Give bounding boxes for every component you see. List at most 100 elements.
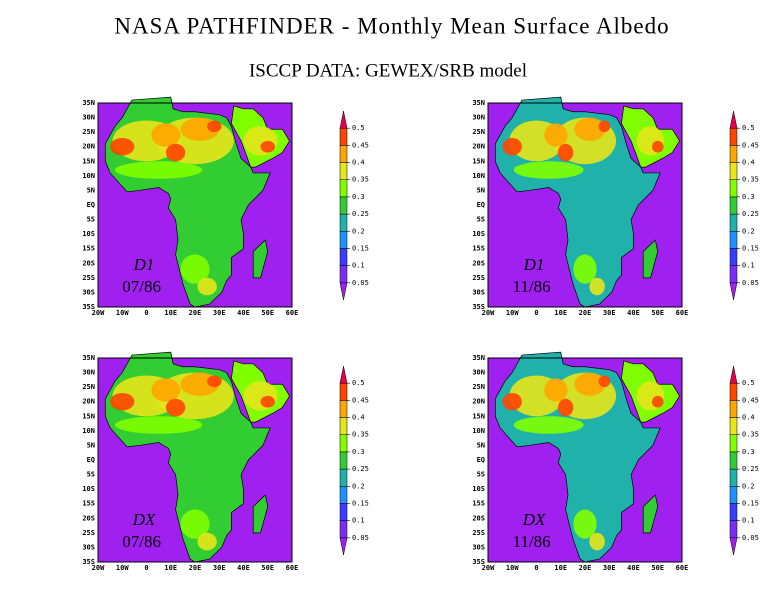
lat-label: 35N [472, 99, 485, 107]
lon-label: 20W [482, 309, 495, 317]
lon-label: 20E [579, 309, 592, 317]
albedo-region [557, 398, 574, 417]
lat-label: 35N [472, 354, 485, 362]
colorbar-segment [339, 231, 348, 249]
albedo-region [180, 254, 210, 284]
colorbar-label: 0.2 [742, 227, 755, 235]
lat-label: 5S [87, 471, 95, 479]
colorbar-segment [339, 248, 348, 266]
lon-label: 10E [164, 309, 177, 317]
colorbar-segment [729, 265, 738, 284]
colorbar-segment [339, 382, 348, 401]
lat-label: 10S [82, 485, 95, 493]
dataset-label: D1 [523, 255, 545, 274]
lat-label: 25S [472, 529, 485, 537]
lat-label: 35S [82, 303, 95, 311]
lat-label: 25N [472, 128, 485, 136]
albedo-region [207, 375, 222, 388]
lat-label: 20S [82, 259, 95, 267]
map-frame [487, 102, 683, 308]
date-label: 11/86 [513, 532, 551, 551]
colorbar-segment [339, 145, 348, 163]
colorbar-label: 0.05 [352, 534, 369, 542]
lon-label: 20E [189, 564, 202, 572]
lat-label: 15N [82, 412, 95, 420]
colorbar-label: 0.05 [352, 279, 369, 287]
lat-label: 5N [87, 441, 95, 449]
lat-label: 15N [472, 157, 485, 165]
lat-label: 10S [82, 230, 95, 238]
colorbar-end [339, 537, 348, 556]
lon-label: 10E [164, 564, 177, 572]
lat-label: 25S [472, 274, 485, 282]
lat-label: 5S [477, 471, 485, 479]
lat-label: 5N [87, 186, 95, 194]
albedo-region [114, 416, 203, 434]
colorbar-segment [729, 179, 738, 198]
lat-label: 30S [82, 543, 95, 551]
dataset-label: D1 [133, 255, 155, 274]
albedo-region [557, 143, 574, 162]
lon-label: 30E [603, 309, 616, 317]
colorbar-segment [729, 213, 738, 232]
lon-label: 0 [144, 309, 148, 317]
colorbar-segment [339, 520, 348, 539]
lat-label: 30N [472, 114, 485, 122]
lon-label: 10W [116, 564, 129, 572]
lon-label: 40E [627, 309, 640, 317]
lat-label: 15S [82, 245, 95, 253]
colorbar-label: 0.4 [352, 159, 365, 167]
lat-label: 35S [472, 558, 485, 566]
albedo-region [197, 532, 217, 551]
albedo-region [114, 161, 203, 179]
lat-label: 15S [472, 500, 485, 508]
colorbar-label: 0.05 [742, 279, 759, 287]
lat-label: 35S [472, 303, 485, 311]
lon-label: 60E [286, 309, 299, 317]
colorbar-end [339, 365, 348, 384]
colorbar-segment [729, 503, 738, 521]
date-label: 07/86 [122, 532, 161, 551]
lon-label: 30E [603, 564, 616, 572]
albedo-region [574, 117, 606, 141]
colorbar-segment [729, 417, 738, 435]
lat-label: 25S [82, 274, 95, 282]
lat-label: EQ [477, 456, 485, 464]
land [642, 239, 659, 279]
colorbar-end [729, 365, 738, 384]
lat-label: 20S [472, 514, 485, 522]
colorbar-segment [729, 127, 738, 146]
lon-label: 60E [286, 564, 299, 572]
lat-label: 20N [82, 398, 95, 406]
date-label: 07/86 [122, 277, 161, 296]
colorbar-label: 0.45 [742, 396, 759, 404]
lat-label: 20N [472, 398, 485, 406]
lon-label: 20W [92, 309, 105, 317]
lon-label: 20E [189, 309, 202, 317]
albedo-region [502, 137, 522, 156]
lat-label: 15N [82, 157, 95, 165]
albedo-region [598, 375, 611, 388]
albedo-region [110, 392, 135, 411]
colorbar-segment [339, 451, 348, 470]
colorbar-segment [729, 145, 738, 163]
colorbar-label: 0.4 [352, 414, 365, 422]
map-panel: 35N 30N 25N 20N 15N 10N 5N EQ 5S 10S 15S 20S 25S 30S 3… [472, 96, 759, 317]
albedo-region [573, 509, 597, 539]
colorbar-segment [729, 231, 738, 249]
map-panel: 35N 30N 25N 20N 15N 10N 5N EQ 5S 10S 15S 20S 25S 30S 3… [82, 351, 369, 572]
colorbar-segment [729, 196, 738, 215]
lat-label: 25N [82, 128, 95, 136]
colorbar-segment [339, 127, 348, 146]
colorbar-label: 0.15 [742, 499, 759, 507]
lat-label: 15S [82, 500, 95, 508]
albedo-region [197, 277, 217, 296]
colorbar-segment [339, 179, 348, 198]
albedo-region [260, 140, 276, 153]
albedo-region [260, 395, 276, 408]
lon-label: 40E [627, 564, 640, 572]
lon-label: 10E [554, 564, 567, 572]
dataset-label: DX [132, 510, 156, 529]
lat-label: 25N [82, 383, 95, 391]
colorbar-label: 0.35 [352, 431, 369, 439]
